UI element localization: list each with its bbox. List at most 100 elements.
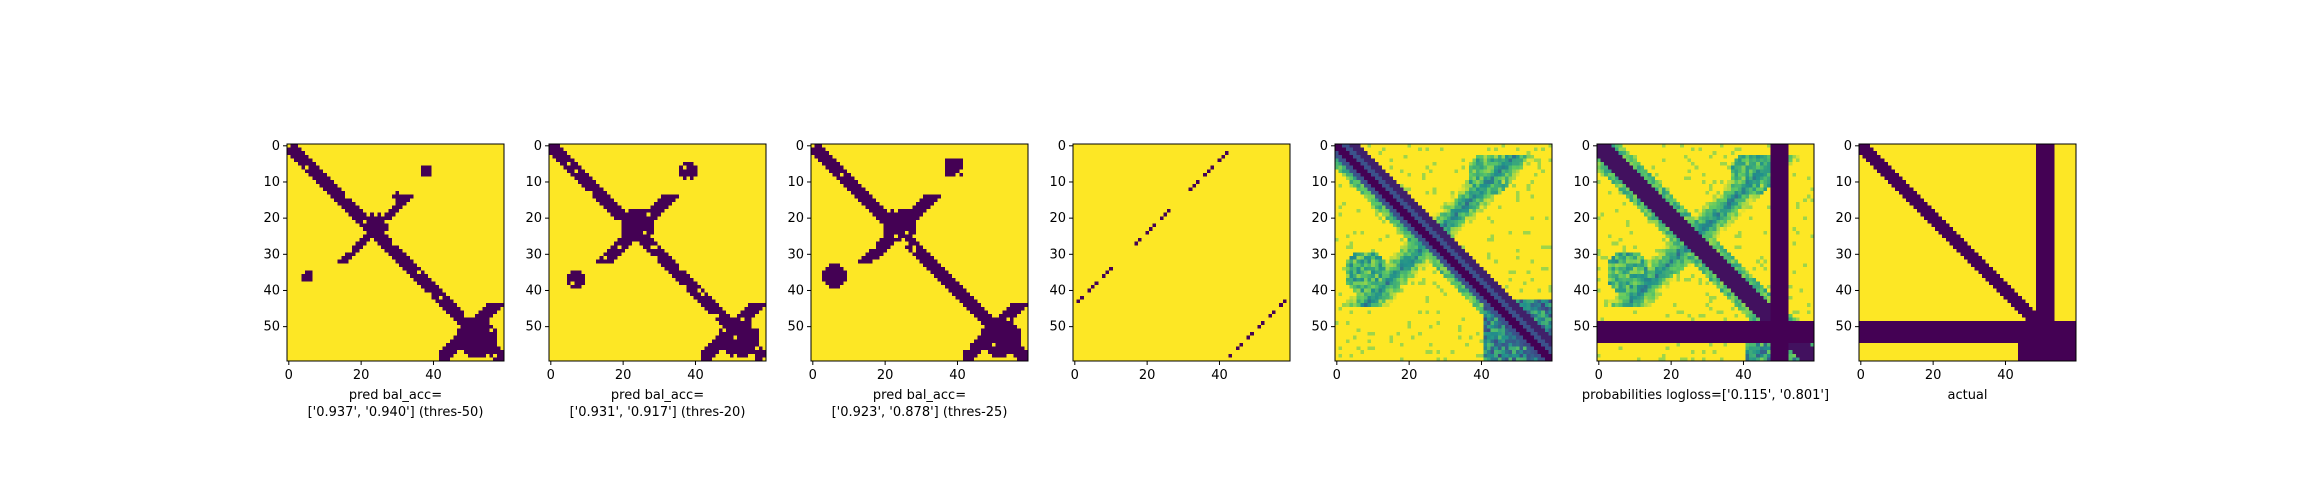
heatmap-cell: [428, 336, 432, 340]
heatmap-cell: [629, 205, 633, 209]
heatmap-cell: [446, 253, 450, 257]
heatmap-cell: [446, 336, 450, 340]
heatmap-cell: [493, 202, 497, 206]
heatmap-cell: [359, 234, 363, 238]
heatmap-cell: [403, 354, 407, 358]
heatmap-cell: [643, 213, 647, 217]
heatmap-cell: [618, 187, 622, 191]
heatmap-cell: [432, 238, 436, 242]
heatmap-cell: [385, 213, 389, 217]
heatmap-cell: [632, 162, 636, 166]
heatmap-cell: [385, 325, 389, 329]
heatmap-cell: [298, 234, 302, 238]
heatmap-cell: [309, 231, 313, 235]
heatmap-cell: [424, 177, 428, 181]
heatmap-cell: [435, 347, 439, 351]
heatmap-cell: [410, 314, 414, 318]
heatmap-cell: [316, 169, 320, 173]
heatmap-cell: [421, 321, 425, 325]
heatmap-cell: [341, 278, 345, 282]
heatmap-cell: [475, 213, 479, 217]
heatmap-cell: [370, 166, 374, 170]
heatmap-cell: [490, 328, 494, 332]
heatmap-cell: [500, 256, 504, 260]
heatmap-cell: [406, 202, 410, 206]
heatmap-cell: [497, 260, 501, 264]
heatmap-cell: [305, 234, 309, 238]
heatmap-cell: [443, 187, 447, 191]
heatmap-cell: [482, 256, 486, 260]
heatmap-cell: [686, 155, 690, 159]
heatmap-cell: [464, 238, 468, 242]
heatmap-cell: [301, 169, 305, 173]
heatmap-cell: [370, 162, 374, 166]
heatmap-cell: [730, 148, 734, 152]
heatmap-cell: [493, 209, 497, 213]
heatmap-cell: [560, 209, 564, 213]
heatmap-cell: [596, 216, 600, 220]
heatmap-cell: [381, 318, 385, 322]
heatmap-cell: [352, 177, 356, 181]
heatmap-cell: [497, 357, 501, 361]
heatmap-cell: [737, 191, 741, 195]
heatmap-cell: [560, 213, 564, 217]
heatmap-cell: [475, 216, 479, 220]
heatmap-cell: [381, 180, 385, 184]
heatmap-cell: [457, 339, 461, 343]
heatmap-cell: [305, 224, 309, 228]
heatmap-cell: [493, 310, 497, 314]
heatmap-cell: [323, 166, 327, 170]
heatmap-cell: [367, 343, 371, 347]
heatmap-cell: [486, 300, 490, 304]
heatmap-cell: [600, 187, 604, 191]
heatmap-cell: [363, 332, 367, 336]
heatmap-cell: [497, 300, 501, 304]
heatmap-cell: [567, 195, 571, 199]
heatmap-cell: [759, 187, 763, 191]
heatmap-cell: [468, 281, 472, 285]
heatmap-cell: [479, 198, 483, 202]
heatmap-cell: [549, 158, 553, 162]
heatmap-cell: [305, 238, 309, 242]
heatmap-cell: [327, 231, 331, 235]
heatmap-cell: [610, 224, 614, 228]
heatmap-cell: [560, 220, 564, 224]
heatmap-cell: [298, 245, 302, 249]
heatmap-cell: [683, 187, 687, 191]
heatmap-cell: [287, 144, 291, 148]
heatmap-cell: [414, 148, 418, 152]
heatmap-cell: [446, 332, 450, 336]
heatmap-cell: [490, 318, 494, 322]
heatmap-cell: [464, 205, 468, 209]
heatmap-cell: [610, 187, 614, 191]
heatmap-cell: [730, 213, 734, 217]
heatmap-cell: [708, 155, 712, 159]
heatmap-cell: [461, 155, 465, 159]
heatmap-cell: [359, 173, 363, 177]
heatmap-cell: [446, 187, 450, 191]
heatmap-cell: [621, 213, 625, 217]
heatmap-cell: [287, 231, 291, 235]
heatmap-cell: [356, 245, 360, 249]
heatmap-cell: [385, 216, 389, 220]
heatmap-cell: [461, 177, 465, 181]
heatmap-cell: [741, 148, 745, 152]
heatmap-cell: [367, 332, 371, 336]
heatmap-cell: [312, 343, 316, 347]
heatmap-cell: [432, 158, 436, 162]
heatmap-cell: [471, 339, 475, 343]
heatmap-cell: [352, 292, 356, 296]
heatmap-cell: [428, 296, 432, 300]
heatmap-cell: [461, 151, 465, 155]
heatmap-cell: [629, 180, 633, 184]
heatmap-cell: [370, 256, 374, 260]
heatmap-cell: [294, 310, 298, 314]
heatmap-cell: [367, 289, 371, 293]
heatmap-cell: [356, 155, 360, 159]
heatmap-cell: [309, 173, 313, 177]
heatmap-cell: [392, 187, 396, 191]
heatmap-cell: [330, 220, 334, 224]
heatmap-cell: [443, 274, 447, 278]
heatmap-cell: [618, 220, 622, 224]
heatmap-cell: [291, 151, 295, 155]
